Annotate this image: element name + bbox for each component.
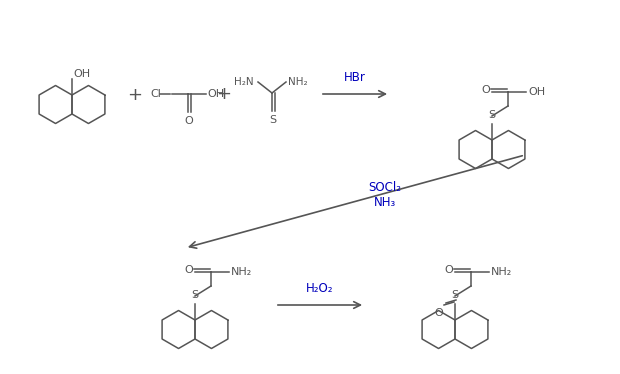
- Text: +: +: [128, 86, 143, 104]
- Text: H₂N: H₂N: [234, 77, 254, 87]
- Text: Cl: Cl: [150, 89, 161, 99]
- Text: O: O: [435, 308, 443, 318]
- Text: O: O: [185, 116, 193, 126]
- Text: S: S: [489, 110, 495, 120]
- Text: OH: OH: [73, 69, 90, 79]
- Text: OH: OH: [528, 87, 545, 97]
- Text: SOCl₂: SOCl₂: [368, 181, 402, 194]
- Text: S: S: [270, 115, 277, 125]
- Text: O: O: [481, 85, 490, 95]
- Text: +: +: [216, 85, 231, 103]
- Text: NH₂: NH₂: [231, 267, 252, 277]
- Text: HBr: HBr: [344, 71, 366, 84]
- Text: OH: OH: [207, 89, 224, 99]
- Text: O: O: [184, 265, 193, 275]
- Text: NH₃: NH₃: [374, 196, 396, 209]
- Text: S: S: [192, 290, 198, 300]
- Text: O: O: [445, 265, 453, 275]
- Text: S: S: [451, 290, 459, 300]
- Text: NH₂: NH₂: [491, 267, 512, 277]
- Text: H₂O₂: H₂O₂: [306, 282, 334, 295]
- Text: NH₂: NH₂: [288, 77, 308, 87]
